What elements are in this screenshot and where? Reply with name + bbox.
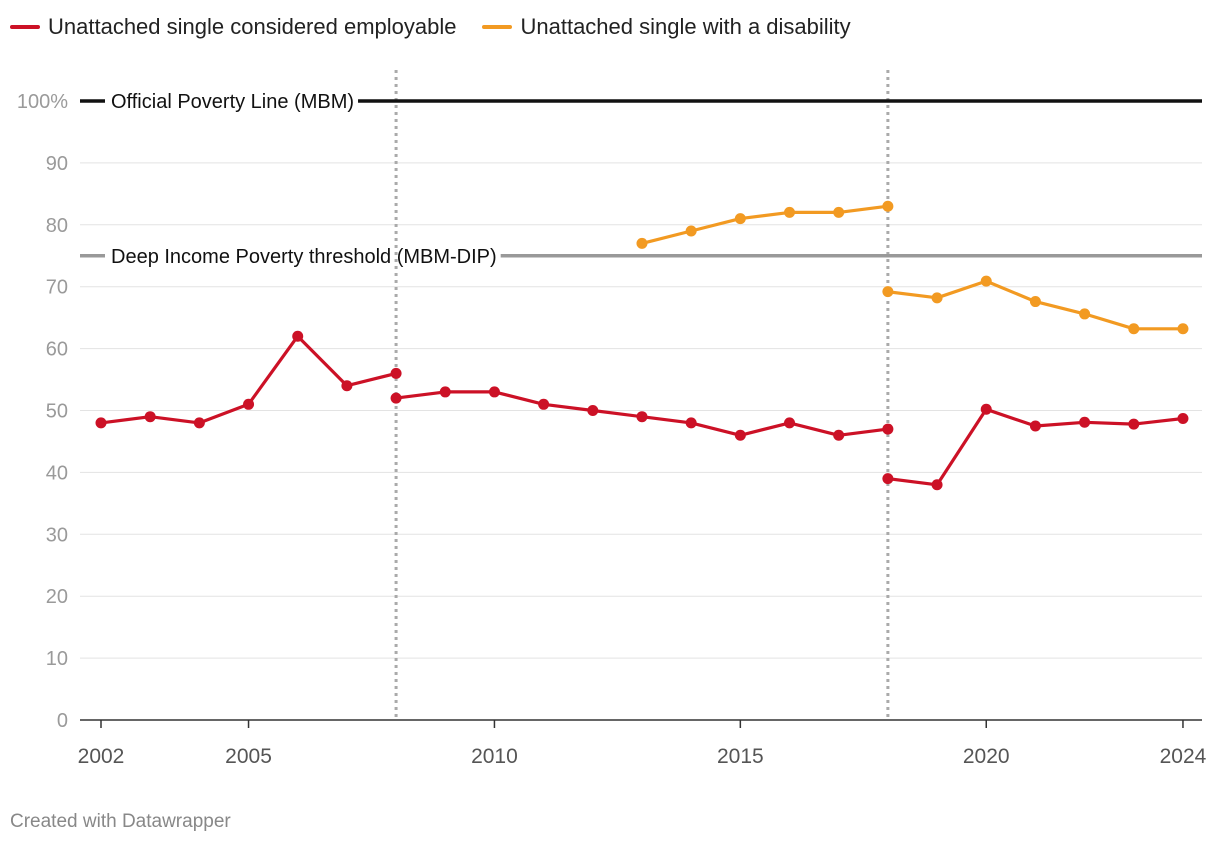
reference-line-label: Deep Income Poverty threshold (MBM-DIP): [111, 246, 497, 268]
legend-label-employable: Unattached single considered employable: [48, 14, 457, 39]
data-point-employable: [931, 479, 943, 491]
y-tick-label: 30: [46, 524, 68, 546]
data-point-employable: [95, 417, 107, 429]
data-point-employable: [144, 411, 156, 423]
y-tick-label: 50: [46, 401, 68, 423]
data-point-employable: [1177, 413, 1189, 425]
data-point-disability: [980, 275, 992, 287]
legend-label-disability: Unattached single with a disability: [520, 14, 851, 39]
data-point-employable: [488, 386, 500, 398]
data-point-disability: [685, 225, 697, 237]
data-point-employable: [1128, 418, 1140, 430]
data-point-employable: [341, 380, 353, 392]
data-point-disability: [1128, 323, 1140, 335]
legend-swatch-disability: [482, 25, 513, 29]
data-point-employable: [1079, 416, 1091, 428]
data-point-employable: [882, 473, 894, 485]
legend: Unattached single considered employable …: [10, 14, 851, 40]
legend-item-disability[interactable]: Unattached single with a disability: [482, 14, 851, 40]
data-point-employable: [784, 417, 796, 429]
data-point-employable: [734, 429, 746, 441]
x-tick-label: 2020: [963, 745, 1010, 768]
y-tick-label: 60: [46, 339, 68, 361]
data-point-disability: [1029, 296, 1041, 308]
data-point-disability: [931, 292, 943, 304]
data-point-disability: [882, 286, 894, 298]
legend-item-employable[interactable]: Unattached single considered employable: [10, 14, 456, 40]
y-tick-label: 100%: [17, 91, 68, 113]
footer-credit: Created with Datawrapper: [10, 811, 231, 832]
data-point-disability: [882, 200, 894, 212]
data-point-employable: [538, 398, 550, 410]
data-point-employable: [1029, 420, 1041, 432]
reference-line-label: Official Poverty Line (MBM): [111, 91, 354, 113]
data-point-disability: [784, 206, 796, 218]
x-tick-label: 2015: [717, 745, 764, 768]
data-point-disability: [833, 206, 845, 218]
data-point-employable: [685, 417, 697, 429]
legend-swatch-employable: [10, 25, 40, 29]
y-tick-label: 10: [46, 648, 68, 670]
y-tick-label: 90: [46, 153, 68, 175]
data-point-employable: [587, 405, 599, 416]
series-line-disability: [640, 204, 890, 245]
data-point-employable: [390, 367, 402, 379]
x-tick-label: 2010: [471, 745, 518, 768]
data-point-disability: [1079, 308, 1091, 320]
x-tick-label: 2002: [78, 745, 125, 768]
y-tick-label: 70: [46, 277, 68, 299]
y-tick-label: 20: [46, 586, 68, 608]
y-tick-label: 0: [57, 710, 68, 732]
data-point-employable: [193, 417, 205, 429]
data-point-employable: [636, 411, 648, 423]
data-point-disability: [734, 213, 746, 225]
data-point-employable: [390, 392, 402, 404]
x-tick-label: 2005: [225, 745, 272, 768]
line-chart: 0 10 20 30 40 50 60 70 80 90 100% 2002 2005 2010 2015 2…: [17, 70, 1207, 768]
data-point-disability: [1177, 323, 1189, 335]
y-tick-label: 80: [46, 215, 68, 237]
data-point-employable: [292, 330, 304, 342]
y-tick-label: 40: [46, 462, 68, 484]
series-line-employable: [99, 334, 398, 425]
data-point-employable: [439, 386, 451, 398]
data-point-employable: [833, 429, 845, 441]
data-point-employable: [980, 403, 992, 415]
data-point-employable: [243, 398, 255, 410]
data-point-employable: [882, 423, 894, 435]
x-tick-label: 2024: [1160, 745, 1207, 768]
data-point-disability: [636, 237, 648, 249]
